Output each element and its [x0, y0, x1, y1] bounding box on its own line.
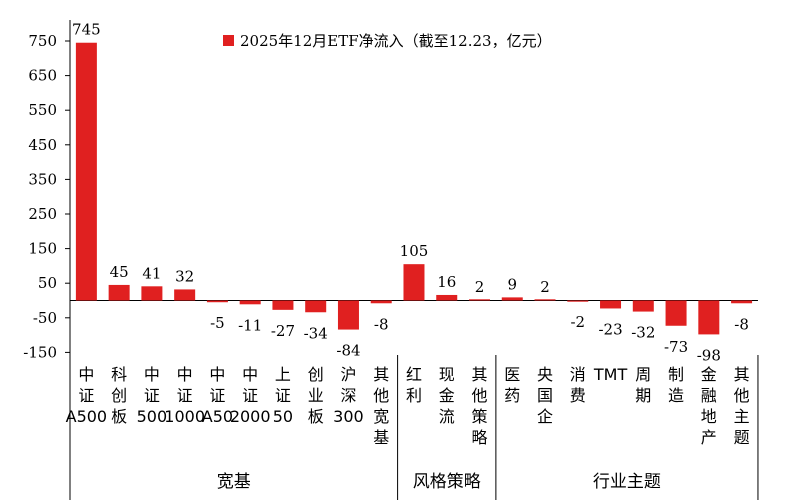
bar [469, 299, 490, 301]
category-label: 消费 [570, 365, 586, 405]
y-tick-label: 750 [28, 32, 57, 50]
bar [174, 289, 196, 301]
bar [534, 299, 556, 301]
bar [239, 300, 261, 305]
data-label: 32 [175, 267, 194, 285]
data-label: 105 [400, 242, 429, 260]
data-labels: 745 45 41 32 -5 -11 -27 -34 -84 -8 105 16 2 9 2 -2 -23 -3… [72, 21, 749, 365]
bar [567, 300, 589, 302]
group-label: 行业主题 [593, 472, 661, 492]
data-label: -5 [210, 314, 225, 332]
category-label: 沪深 300 [333, 365, 364, 426]
bar [108, 284, 130, 301]
bar [272, 300, 294, 310]
y-tick-label: 650 [28, 67, 57, 85]
data-label: 41 [142, 264, 161, 282]
bar [141, 286, 163, 301]
data-label: -8 [374, 315, 389, 333]
bar [75, 42, 97, 301]
category-label: 其他主题 [734, 365, 750, 447]
category-label: 制造 [668, 365, 684, 405]
data-label: -84 [336, 342, 360, 360]
bar [206, 300, 228, 303]
category-label: 中证 A50 [202, 365, 233, 426]
category-label: 现金流 [439, 365, 455, 426]
y-axis: 750 650 550 450 350 250 150 50 -50 -150 [23, 20, 758, 361]
bars [75, 42, 753, 335]
y-tick-label: -50 [33, 309, 57, 327]
category-label: 中证 A500 [66, 365, 107, 426]
data-label: 2 [540, 278, 550, 296]
bar [436, 294, 458, 301]
bar [403, 264, 425, 301]
group-label: 宽基 [217, 472, 251, 492]
bar [305, 300, 327, 313]
data-label: -11 [238, 316, 262, 334]
category-label: 上证 50 [273, 365, 293, 426]
y-tick-label: 450 [28, 136, 57, 154]
y-tick-label: -150 [23, 343, 57, 361]
data-label: -23 [598, 320, 622, 338]
y-tick-label: 150 [28, 240, 57, 258]
category-label: TMT [593, 365, 628, 384]
data-label: -98 [697, 346, 721, 364]
bar [370, 300, 392, 304]
category-label: 科创板 [111, 365, 127, 426]
data-label: 2 [475, 278, 485, 296]
data-label: -27 [271, 322, 295, 340]
category-label: 中证 1000 [164, 365, 205, 426]
bar [731, 300, 753, 304]
category-label: 周期 [635, 365, 651, 405]
data-label: -8 [734, 315, 749, 333]
data-label: -2 [570, 313, 585, 331]
category-label: 金融地产 [701, 365, 717, 447]
legend: 2025年12月ETF净流入（截至12.23，亿元） [223, 32, 552, 50]
category-label: 创业板 [308, 365, 324, 426]
y-tick-label: 250 [28, 205, 57, 223]
category-label: 中证 2000 [230, 365, 271, 426]
category-label: 其他策略 [471, 365, 487, 447]
category-label: 央国企 [537, 365, 553, 426]
bar [698, 300, 720, 335]
bar [337, 300, 359, 330]
y-tick-label: 350 [28, 170, 57, 188]
data-label: -34 [304, 324, 328, 342]
category-label: 中证 500 [137, 365, 168, 426]
data-label: 45 [110, 263, 129, 281]
legend-swatch [223, 35, 234, 46]
bar [632, 300, 654, 312]
bar [600, 300, 622, 309]
data-label: 9 [507, 275, 517, 293]
group-label: 风格策略 [413, 472, 481, 492]
bar [501, 297, 523, 301]
y-tick-label: 50 [38, 274, 57, 292]
bar [665, 300, 687, 326]
group-labels: 宽基 风格策略 行业主题 [69, 355, 759, 500]
category-label: 医药 [504, 365, 520, 405]
y-tick-label: 550 [28, 101, 57, 119]
data-label: -32 [631, 324, 655, 342]
data-label: 16 [437, 273, 456, 291]
category-label: 其他宽基 [373, 365, 389, 447]
legend-label: 2025年12月ETF净流入（截至12.23，亿元） [240, 32, 552, 50]
category-label: 红利 [406, 365, 422, 405]
data-label: -73 [664, 338, 688, 356]
data-label: 745 [72, 21, 101, 39]
